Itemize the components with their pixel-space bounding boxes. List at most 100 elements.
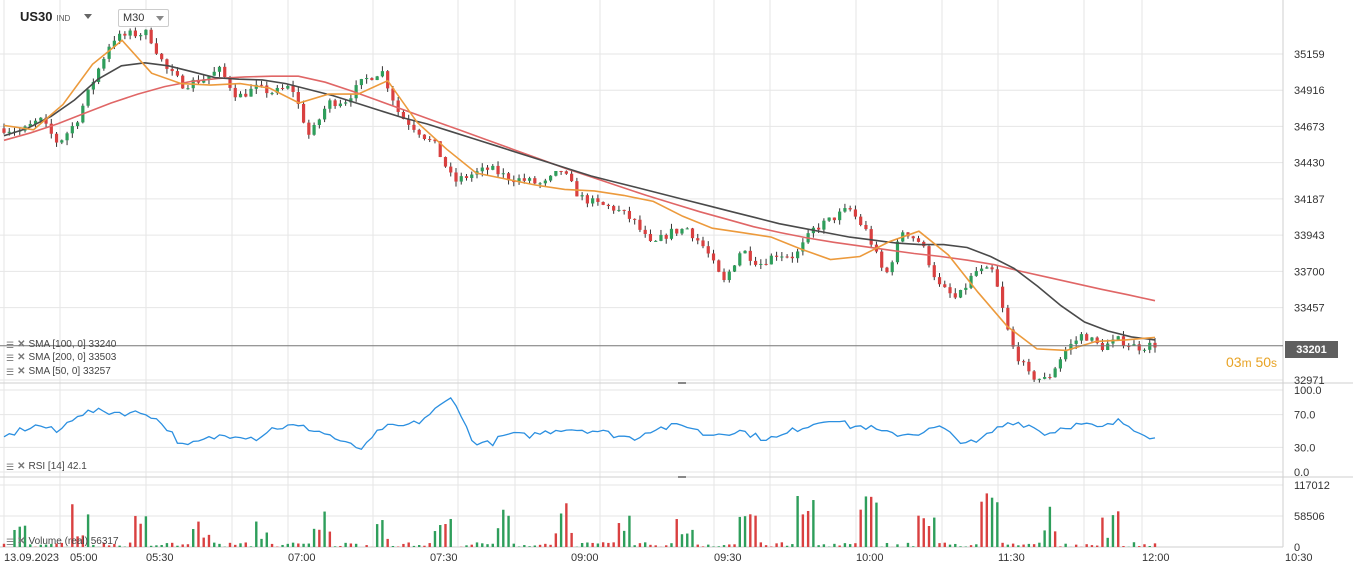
volume-bar <box>323 511 326 547</box>
volume-bar <box>628 515 631 547</box>
volume-bar <box>896 544 899 547</box>
volume-bar <box>113 543 116 547</box>
candle-body <box>438 141 442 158</box>
volume-bar <box>633 545 636 547</box>
volume-bar <box>412 545 416 547</box>
volume-bar <box>670 543 673 547</box>
candle-body <box>506 173 511 181</box>
volume-bar <box>749 514 752 547</box>
candle-body <box>685 228 689 230</box>
candle-body <box>622 209 626 211</box>
candle-body <box>943 284 947 288</box>
settings-lines-icon[interactable]: ☰ <box>6 536 15 547</box>
volume-bar <box>996 502 999 547</box>
candle-body <box>1111 339 1115 344</box>
close-icon[interactable]: ✕ <box>17 536 26 547</box>
sma200-line <box>3 75 1156 302</box>
volume-bar <box>1001 542 1004 547</box>
candle-body <box>580 195 584 197</box>
candle-body <box>659 234 663 241</box>
volume-bar <box>733 544 736 547</box>
candle-body <box>480 167 484 172</box>
time-axis[interactable]: 13.09.2023 05:00 05:30 07:00 07:30 09:00 09:30… <box>4 552 1313 564</box>
volume-bar <box>1011 543 1015 547</box>
volume-bar <box>1027 543 1031 547</box>
volume-bar <box>1038 542 1041 547</box>
symbol-dropdown-icon[interactable] <box>84 14 93 19</box>
candle-body <box>317 119 321 126</box>
legend-rsi[interactable]: ☰ ✕ RSI [14] 42.1 <box>6 461 87 472</box>
candle-body <box>748 250 752 261</box>
candle-body <box>864 224 868 230</box>
volume-bar <box>780 542 784 547</box>
volume-bar <box>186 544 190 547</box>
volume-bar <box>502 509 505 547</box>
volume-bar <box>843 543 847 547</box>
candle-body <box>217 66 222 72</box>
candle-body <box>1106 343 1110 351</box>
candle-body <box>60 140 64 143</box>
volume-bar <box>985 493 989 547</box>
candle-body <box>286 85 290 89</box>
candle-body <box>154 43 159 54</box>
candle-body <box>412 124 416 130</box>
close-icon[interactable]: ✕ <box>17 366 26 377</box>
close-icon[interactable]: ✕ <box>17 461 26 472</box>
legend-sma100[interactable]: ☰ ✕ SMA [100, 0] 33240 <box>6 339 116 350</box>
candle-body <box>1016 346 1020 362</box>
timeframe-select[interactable]: M30 <box>118 9 170 27</box>
price-tick-label: 33943 <box>1294 230 1325 242</box>
candlestick-series <box>2 27 1157 383</box>
candle-body <box>675 228 679 234</box>
candle-body <box>49 123 53 134</box>
candle-body <box>654 240 658 242</box>
candle-body <box>301 103 306 123</box>
volume-bar <box>1106 537 1109 547</box>
volume-bar <box>717 546 720 547</box>
volume-bar <box>980 501 983 547</box>
symbol-type: IND <box>56 13 71 23</box>
volume-bar <box>570 532 573 547</box>
volume-bar <box>854 543 857 547</box>
candle-body <box>349 98 353 103</box>
volume-bar <box>933 517 936 547</box>
settings-lines-icon[interactable]: ☰ <box>6 461 15 472</box>
volume-bar <box>1148 546 1151 547</box>
volume-bar <box>344 542 347 547</box>
volume-bar <box>1117 511 1120 547</box>
settings-lines-icon[interactable]: ☰ <box>6 352 15 363</box>
volume-bar <box>239 543 242 547</box>
volume-bar <box>1085 544 1088 547</box>
candle-body <box>701 240 705 247</box>
volume-bar <box>375 524 379 547</box>
volume-bar <box>969 545 973 547</box>
legend-sma50[interactable]: ☰ ✕ SMA [50, 0] 33257 <box>6 366 111 377</box>
time-tick-label: 09:00 <box>571 552 599 564</box>
settings-lines-icon[interactable]: ☰ <box>6 366 15 377</box>
volume-bar <box>1095 545 1099 547</box>
symbol-header[interactable]: US30 IND <box>20 9 93 24</box>
candle-body <box>570 173 574 182</box>
candle-body <box>307 122 311 135</box>
candle-body <box>948 287 952 294</box>
candle-body <box>759 263 763 265</box>
volume-bar <box>754 515 757 547</box>
candle-body <box>1132 344 1136 346</box>
candle-body <box>365 78 369 80</box>
settings-lines-icon[interactable]: ☰ <box>6 339 15 350</box>
close-icon[interactable]: ✕ <box>17 352 26 363</box>
price-axis[interactable]: 35159 34916 34673 34430 34187 33943 33700 33457… <box>1294 49 1330 554</box>
volume-bar <box>954 543 957 547</box>
volume-bar <box>86 514 90 547</box>
candle-body <box>496 165 500 175</box>
legend-sma200[interactable]: ☰ ✕ SMA [200, 0] 33503 <box>6 352 116 363</box>
legend-volume[interactable]: ☰ ✕ Volume (real) 56317 <box>6 536 119 547</box>
close-icon[interactable]: ✕ <box>17 339 26 350</box>
candle-body <box>133 30 137 37</box>
volume-bar <box>906 542 910 547</box>
candle-body <box>817 227 821 230</box>
volume-bar <box>155 545 158 547</box>
volume-bar <box>1022 544 1025 547</box>
candle-body <box>470 174 474 179</box>
